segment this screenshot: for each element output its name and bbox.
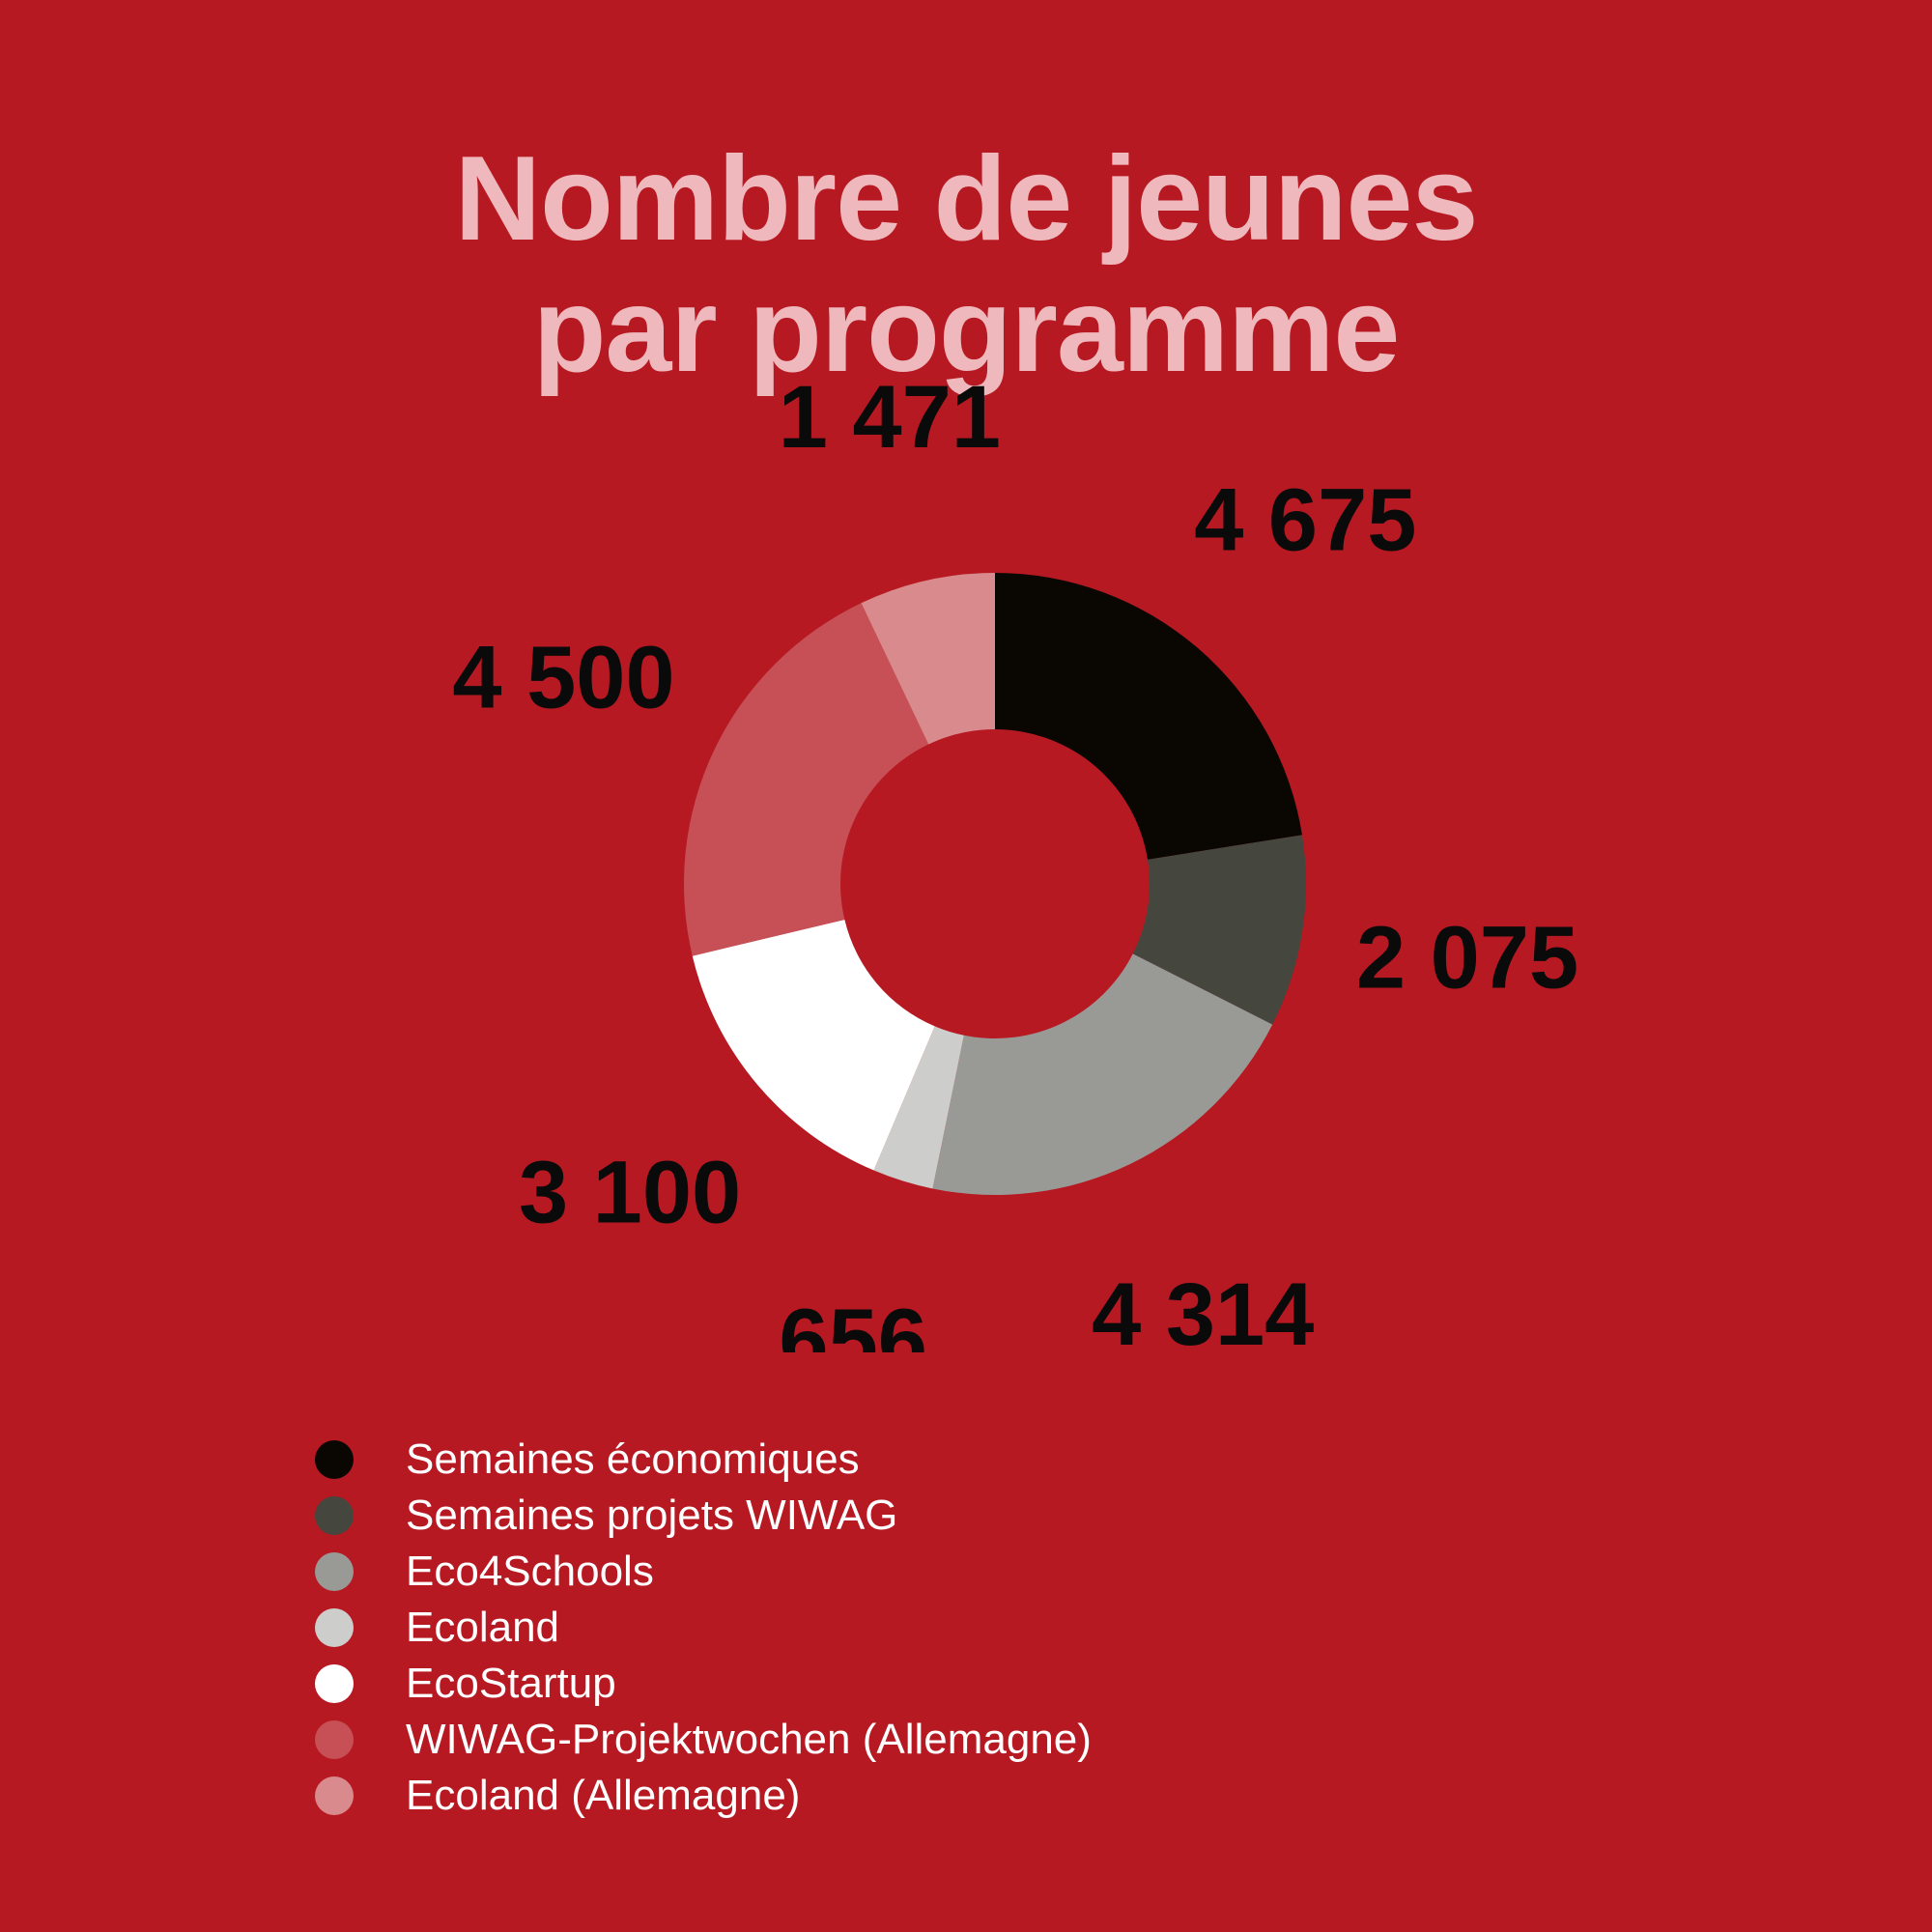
chart-legend: Semaines économiques Semaines projets WIW…	[315, 1432, 1092, 1824]
chart-title-line-1: Nombre de jeunes	[454, 132, 1479, 266]
chart-title: Nombre de jeunes par programme	[0, 133, 1932, 396]
legend-label: Semaines projets WIWAG	[406, 1492, 898, 1539]
legend-item: Eco4Schools	[315, 1544, 1092, 1600]
donut-slice-3	[873, 1026, 964, 1189]
legend-swatch	[315, 1440, 354, 1479]
legend-swatch	[315, 1776, 354, 1815]
donut-slice-4	[692, 920, 935, 1171]
slice-value-label-4: 3 100	[519, 1144, 741, 1242]
legend-swatch	[315, 1552, 354, 1591]
donut-value-labels: 4 675 2 075 4 314 656 3 100 4 500 1 471	[452, 368, 1578, 1352]
legend-swatch	[315, 1720, 354, 1759]
slice-value-label-1: 2 075	[1356, 909, 1578, 1008]
legend-item: Ecoland (Allemagne)	[315, 1768, 1092, 1824]
donut-slice-5	[684, 603, 929, 956]
legend-label: Semaines économiques	[406, 1435, 860, 1483]
legend-swatch	[315, 1664, 354, 1703]
slice-value-label-0: 4 675	[1194, 470, 1416, 569]
slice-value-label-6: 1 471	[779, 368, 1001, 467]
legend-item: Semaines projets WIWAG	[315, 1488, 1092, 1544]
legend-item: WIWAG-Projektwochen (Allemagne)	[315, 1712, 1092, 1768]
legend-label: Ecoland (Allemagne)	[406, 1772, 801, 1819]
donut-slices	[684, 573, 1307, 1195]
legend-swatch	[315, 1496, 354, 1535]
donut-slice-6	[861, 573, 995, 745]
slice-value-label-3: 656	[779, 1292, 927, 1352]
legend-item: Semaines économiques	[315, 1432, 1092, 1488]
legend-item: Ecoland	[315, 1600, 1092, 1656]
legend-swatch	[315, 1608, 354, 1647]
donut-chart: 4 675 2 075 4 314 656 3 100 4 500 1 471	[452, 368, 1578, 1352]
legend-item: EcoStartup	[315, 1656, 1092, 1712]
legend-label: Eco4Schools	[406, 1548, 654, 1595]
chart-title-line-2: par programme	[532, 264, 1401, 397]
legend-label: WIWAG-Projektwochen (Allemagne)	[406, 1716, 1092, 1763]
slice-value-label-5: 4 500	[452, 628, 674, 726]
slice-value-label-2: 4 314	[1092, 1265, 1314, 1352]
donut-slice-1	[1132, 835, 1307, 1025]
legend-label: EcoStartup	[406, 1660, 616, 1707]
donut-slice-2	[932, 953, 1273, 1195]
legend-label: Ecoland	[406, 1604, 560, 1651]
donut-slice-0	[995, 573, 1302, 860]
